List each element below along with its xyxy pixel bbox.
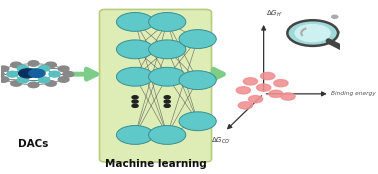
Circle shape <box>19 69 36 78</box>
Circle shape <box>116 67 154 86</box>
Circle shape <box>149 67 186 86</box>
Text: DACs: DACs <box>19 139 49 149</box>
Circle shape <box>260 72 275 80</box>
Circle shape <box>149 40 186 59</box>
Circle shape <box>0 66 9 72</box>
Circle shape <box>332 15 338 18</box>
Circle shape <box>58 77 69 82</box>
Circle shape <box>38 65 50 71</box>
Circle shape <box>274 80 288 87</box>
Circle shape <box>38 77 50 83</box>
Text: Machine learning: Machine learning <box>105 159 206 169</box>
Circle shape <box>281 93 295 100</box>
Circle shape <box>294 24 331 42</box>
Circle shape <box>149 13 186 31</box>
Circle shape <box>116 13 154 31</box>
Circle shape <box>0 77 9 82</box>
Circle shape <box>132 100 138 103</box>
Circle shape <box>248 96 263 103</box>
Circle shape <box>164 104 170 107</box>
Circle shape <box>149 125 186 144</box>
Circle shape <box>269 90 283 97</box>
Circle shape <box>17 65 29 71</box>
Circle shape <box>11 62 22 68</box>
Circle shape <box>132 96 138 99</box>
Circle shape <box>45 81 56 86</box>
Circle shape <box>164 96 170 99</box>
Circle shape <box>116 125 154 144</box>
Text: $\Delta G_{H^{\cdot}}$: $\Delta G_{H^{\cdot}}$ <box>266 9 283 19</box>
Circle shape <box>257 84 271 91</box>
Circle shape <box>179 30 216 49</box>
Circle shape <box>116 40 154 59</box>
FancyBboxPatch shape <box>99 9 212 162</box>
Circle shape <box>342 20 348 23</box>
Circle shape <box>236 87 251 94</box>
Circle shape <box>164 100 170 103</box>
Circle shape <box>287 20 338 46</box>
Circle shape <box>179 112 216 131</box>
Circle shape <box>28 61 39 66</box>
Circle shape <box>63 71 74 77</box>
Circle shape <box>238 102 253 109</box>
Circle shape <box>11 81 22 86</box>
Circle shape <box>58 66 69 72</box>
Circle shape <box>339 31 345 34</box>
Circle shape <box>0 71 4 77</box>
Circle shape <box>45 62 56 68</box>
Text: Binding energy: Binding energy <box>331 91 375 96</box>
Circle shape <box>7 71 18 77</box>
Circle shape <box>132 104 138 107</box>
Circle shape <box>179 71 216 90</box>
Circle shape <box>29 69 45 77</box>
Circle shape <box>17 77 29 83</box>
Circle shape <box>28 82 39 88</box>
Text: $\Delta G_{CO^{\cdot}}$: $\Delta G_{CO^{\cdot}}$ <box>211 136 232 146</box>
Circle shape <box>49 71 60 77</box>
Circle shape <box>243 78 257 85</box>
